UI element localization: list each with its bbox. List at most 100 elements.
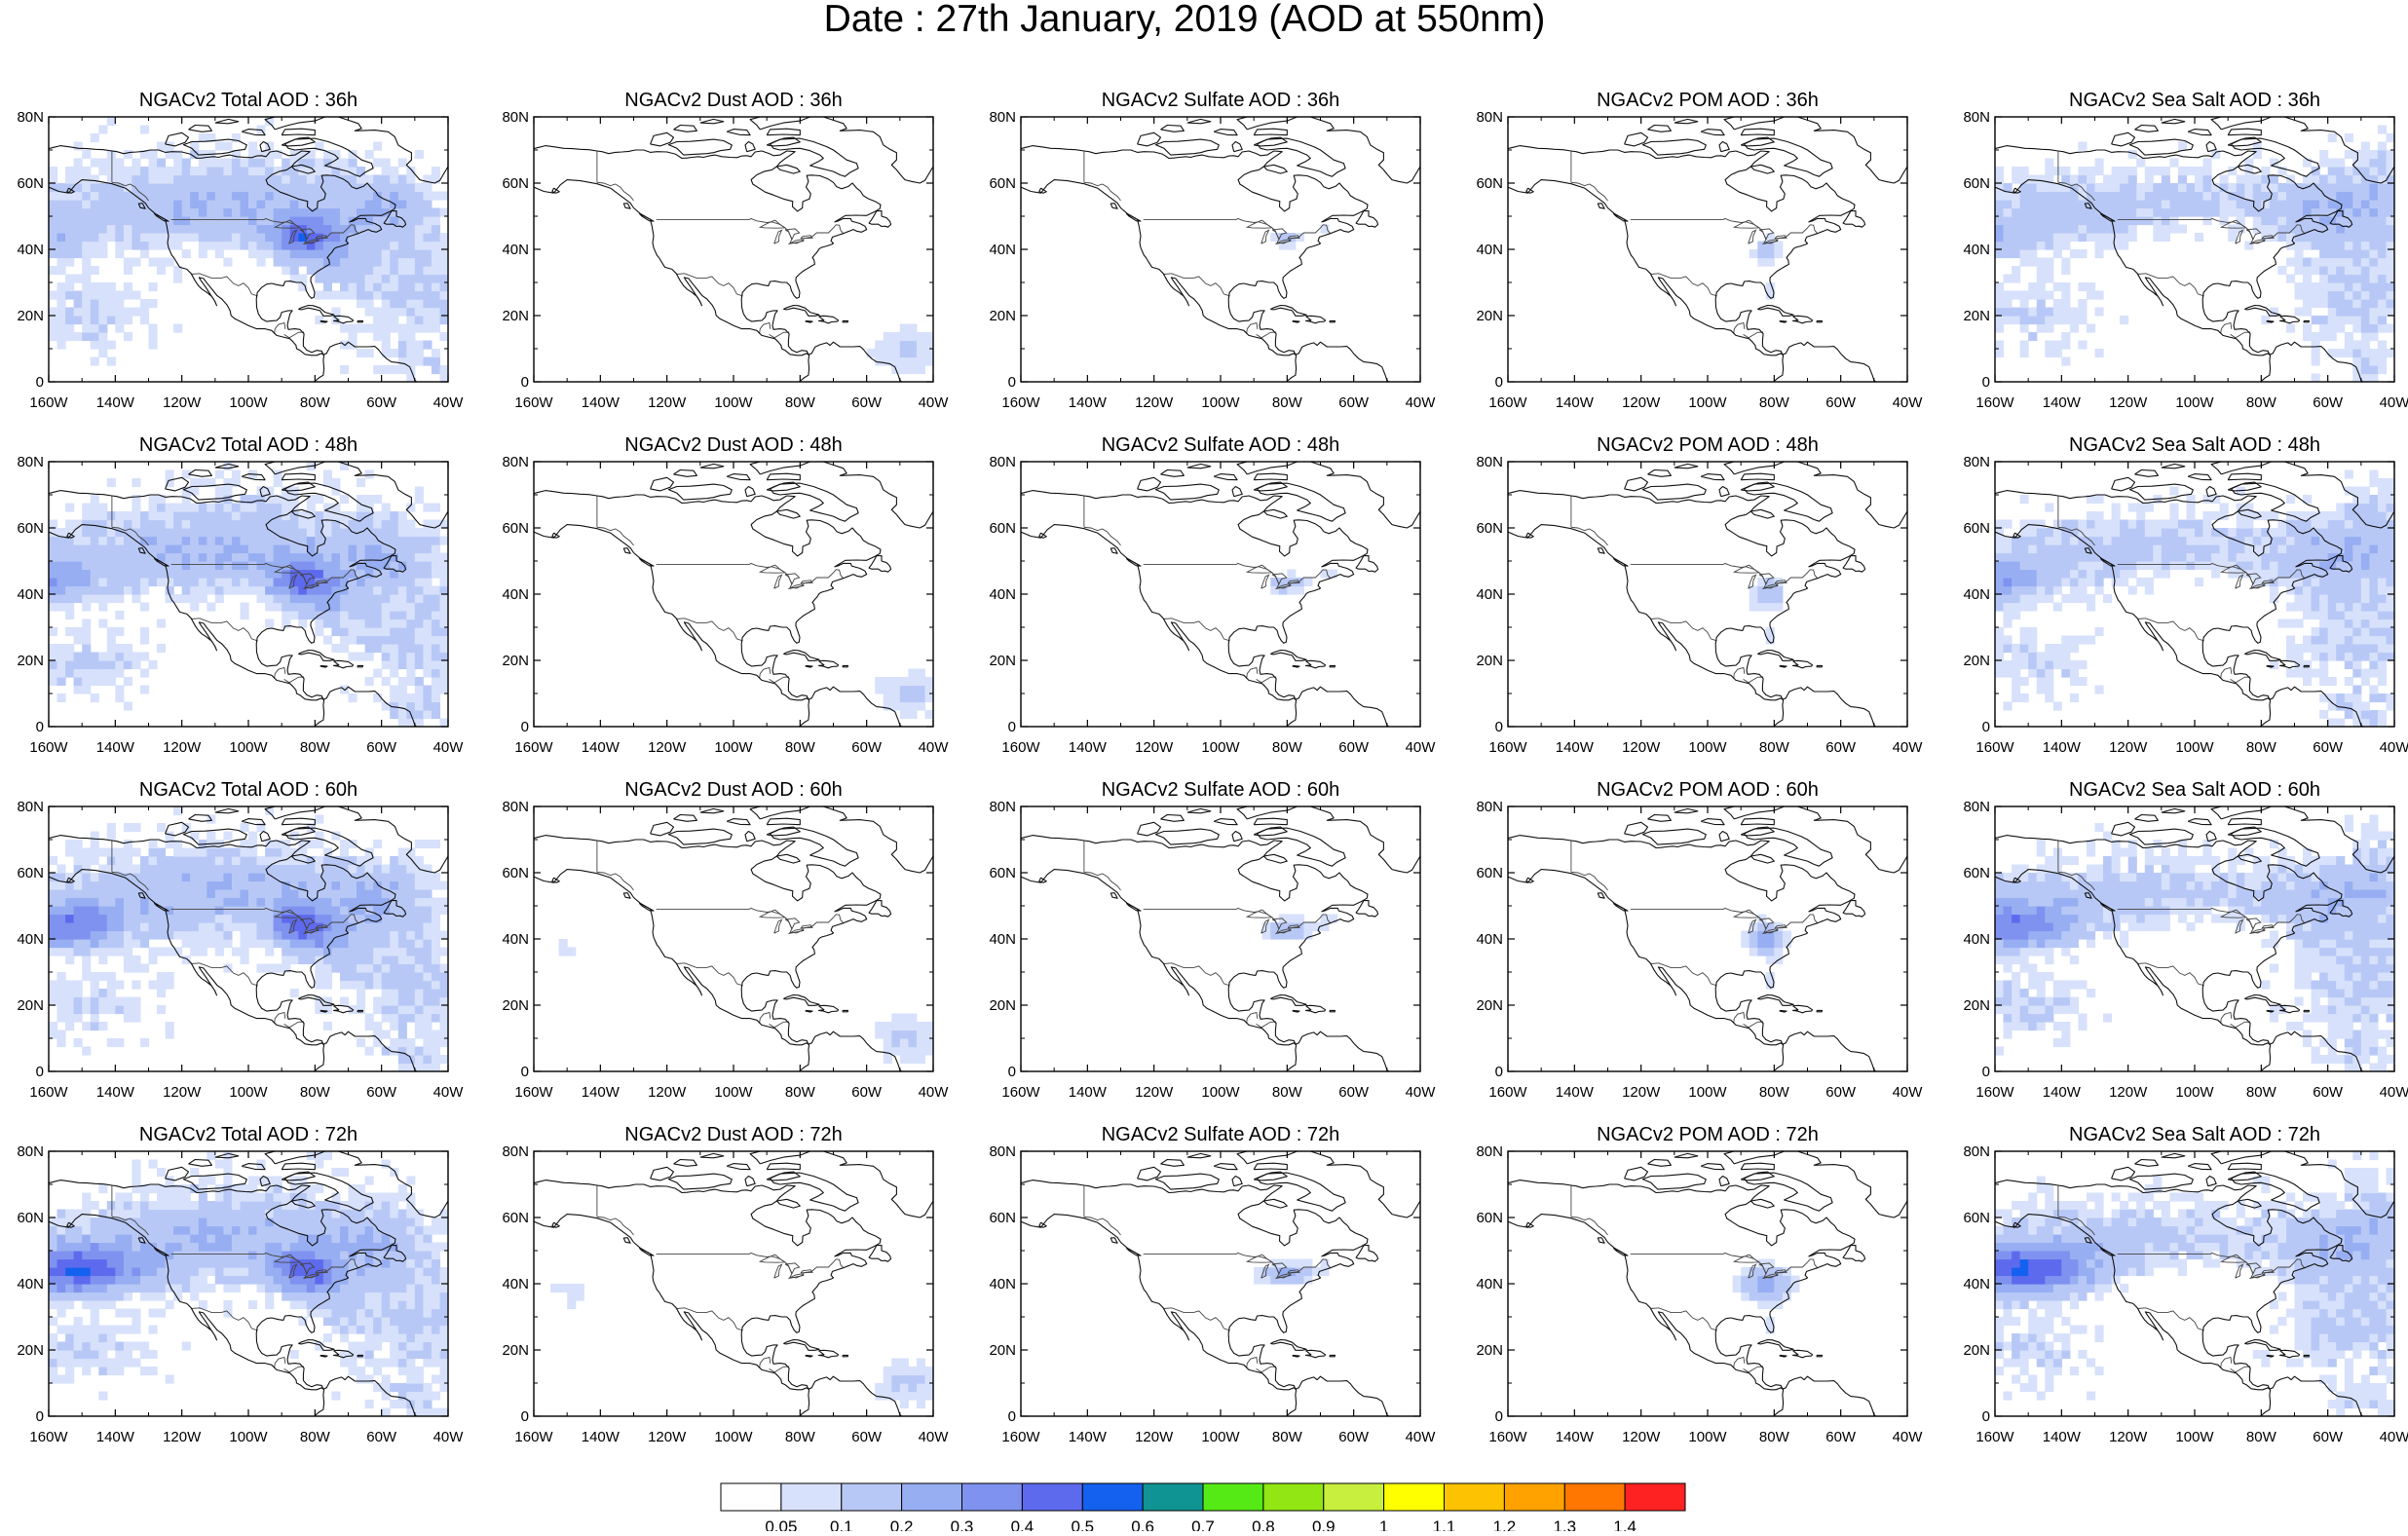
coastline: [2267, 1355, 2274, 1357]
coastline: [320, 1355, 327, 1357]
lat-tick-label: 40N: [1963, 586, 1990, 603]
lon-tick-label: 140W: [2043, 1429, 2082, 1445]
lat-tick-label: 0: [1982, 719, 1990, 735]
colorbar-swatch: [1263, 1483, 1324, 1511]
lon-tick-label: 160W: [1975, 739, 2014, 756]
colorbar-label: 1.2: [1493, 1517, 1517, 1531]
lon-tick-label: 80W: [2246, 739, 2277, 756]
lon-tick-label: 100W: [1688, 1429, 1727, 1445]
lat-tick-label: 20N: [502, 997, 529, 1014]
lat-tick-label: 0: [1982, 1408, 1990, 1425]
lon-tick-label: 80W: [300, 1084, 331, 1101]
figure-title: Date : 27th January, 2019 (AOD at 550nm): [824, 0, 1546, 40]
lat-tick-label: 80N: [1963, 799, 1990, 815]
lon-tick-label: 80W: [785, 739, 816, 756]
lon-tick-label: 100W: [1201, 1084, 1240, 1101]
lat-tick-label: 20N: [17, 308, 44, 324]
lon-tick-label: 60W: [2313, 394, 2344, 411]
lon-tick-label: 60W: [2313, 1084, 2344, 1101]
coastline: [1293, 1010, 1299, 1012]
panel-title: NGACv2 Sulfate AOD : 36h: [1102, 90, 1340, 111]
lat-tick-label: 60N: [1963, 1210, 1990, 1226]
lat-tick-label: 40N: [502, 1276, 529, 1292]
lat-tick-label: 20N: [1963, 653, 1990, 669]
colorbar-label: 0.5: [1071, 1517, 1094, 1531]
lon-tick-label: 120W: [1622, 1429, 1661, 1445]
lon-tick-label: 160W: [514, 739, 553, 756]
lon-tick-label: 80W: [300, 394, 331, 411]
lat-tick-label: 40N: [989, 1276, 1016, 1292]
lon-tick-label: 120W: [648, 1084, 687, 1101]
panel-title: NGACv2 POM AOD : 48h: [1597, 434, 1819, 456]
lon-tick-label: 40W: [919, 1429, 950, 1445]
lon-tick-label: 100W: [229, 1084, 268, 1101]
lon-tick-label: 80W: [1272, 1429, 1303, 1445]
lon-tick-label: 40W: [919, 1084, 950, 1101]
lon-tick-label: 120W: [1135, 1084, 1174, 1101]
colorbar-label: 0.05: [765, 1517, 797, 1531]
lon-tick-label: 160W: [1488, 394, 1527, 411]
lon-tick-label: 160W: [29, 1429, 68, 1445]
panel-title: NGACv2 Total AOD : 60h: [139, 779, 357, 801]
lon-tick-label: 140W: [2043, 394, 2082, 411]
coastline: [320, 1010, 327, 1012]
lat-tick-label: 80N: [502, 1143, 529, 1160]
lat-tick-label: 60N: [1963, 175, 1990, 192]
lat-tick-label: 0: [521, 374, 529, 391]
lon-tick-label: 120W: [1622, 394, 1661, 411]
lat-tick-label: 20N: [1476, 653, 1503, 669]
lon-tick-label: 160W: [1975, 1084, 2014, 1101]
lat-tick-label: 40N: [989, 586, 1016, 603]
panel-title: NGACv2 Sea Salt AOD : 36h: [2069, 90, 2320, 111]
lon-tick-label: 120W: [163, 1429, 202, 1445]
lat-tick-label: 0: [36, 374, 44, 391]
lon-tick-label: 160W: [514, 394, 553, 411]
lat-tick-label: 60N: [989, 520, 1016, 537]
lat-tick-label: 60N: [502, 1210, 529, 1226]
panel-title: NGACv2 Sea Salt AOD : 48h: [2069, 434, 2320, 456]
map-background: [534, 806, 933, 1071]
panel-title: NGACv2 Sea Salt AOD : 72h: [2069, 1124, 2320, 1145]
colorbar-label: 0.6: [1131, 1517, 1154, 1531]
lat-tick-label: 20N: [1963, 997, 1990, 1014]
lat-tick-label: 40N: [17, 242, 44, 258]
lat-tick-label: 60N: [1476, 520, 1503, 537]
colorbar-label: 0.8: [1252, 1517, 1275, 1531]
map-background: [1508, 806, 1907, 1071]
lon-tick-label: 100W: [2175, 1084, 2214, 1101]
panel-title: NGACv2 POM AOD : 60h: [1597, 779, 1819, 801]
lon-tick-label: 100W: [1201, 739, 1240, 756]
lon-tick-label: 40W: [2380, 1084, 2408, 1101]
colorbar-label: 1.3: [1553, 1517, 1576, 1531]
lon-tick-label: 40W: [1406, 394, 1437, 411]
lon-tick-label: 40W: [919, 394, 950, 411]
lon-tick-label: 140W: [1069, 1429, 1108, 1445]
lon-tick-label: 80W: [785, 394, 816, 411]
lon-tick-label: 40W: [1893, 394, 1924, 411]
lat-tick-label: 0: [1008, 1064, 1016, 1080]
lat-tick-label: 60N: [1963, 520, 1990, 537]
lon-tick-label: 140W: [582, 394, 621, 411]
lon-tick-label: 100W: [2175, 739, 2214, 756]
lat-tick-label: 80N: [1963, 109, 1990, 126]
colorbar-swatch: [1324, 1483, 1384, 1511]
panel-title: NGACv2 POM AOD : 72h: [1597, 1124, 1819, 1145]
coastline: [2267, 1010, 2274, 1012]
lat-tick-label: 80N: [1963, 454, 1990, 470]
lon-tick-label: 120W: [1622, 739, 1661, 756]
panel-title: NGACv2 Sulfate AOD : 60h: [1102, 779, 1340, 801]
coastline: [1780, 1010, 1787, 1012]
lon-tick-label: 160W: [1488, 1429, 1527, 1445]
lat-tick-label: 40N: [17, 586, 44, 603]
lat-tick-label: 20N: [17, 997, 44, 1014]
lon-tick-label: 60W: [851, 394, 883, 411]
colorbar-label: 0.3: [951, 1517, 974, 1531]
lon-tick-label: 80W: [300, 1429, 331, 1445]
coastline: [1780, 320, 1787, 322]
